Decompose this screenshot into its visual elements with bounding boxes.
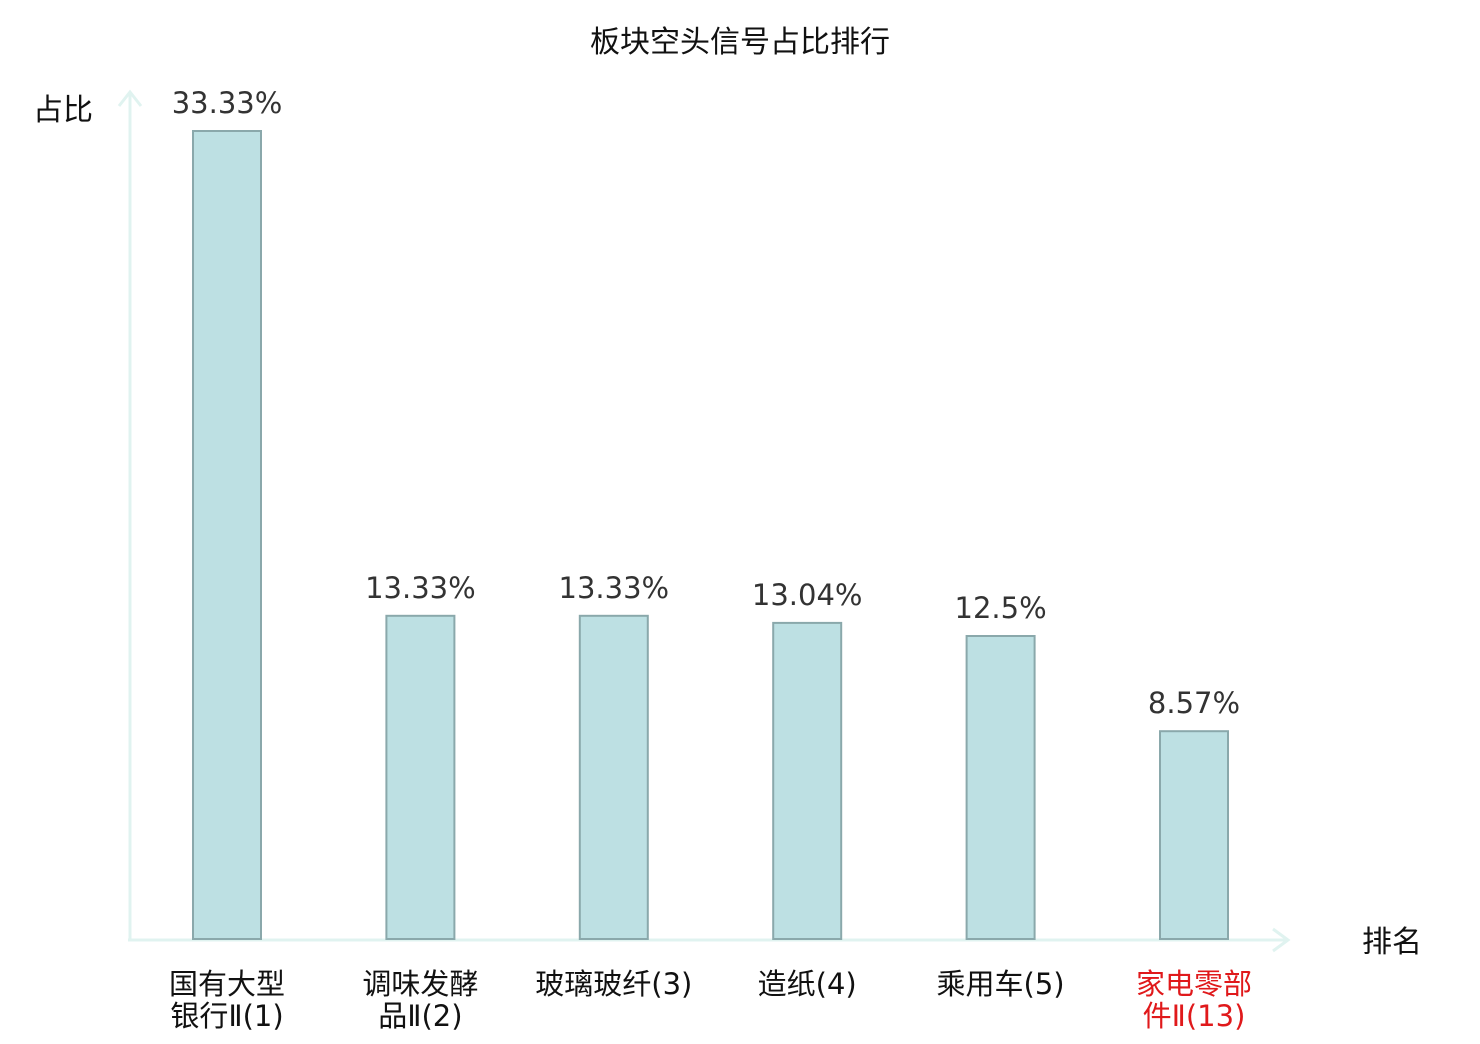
bars-group bbox=[192, 130, 1229, 941]
axes bbox=[117, 89, 1291, 953]
x-axis-label: 排名 bbox=[1362, 925, 1422, 960]
category-label-6-line-1: 家电零部 bbox=[1136, 967, 1252, 1001]
bar-5 bbox=[965, 635, 1036, 940]
value-label-1: 33.33% bbox=[172, 86, 283, 120]
category-label-3: 玻璃玻纤(3) bbox=[535, 967, 692, 1001]
value-label-4: 13.04% bbox=[752, 578, 863, 612]
category-label-2-line-2: 品Ⅱ(2) bbox=[378, 999, 462, 1033]
category-label-1-line-2: 银行Ⅱ(1) bbox=[170, 999, 283, 1033]
y-axis-label: 占比 bbox=[33, 93, 93, 128]
value-label-5: 12.5% bbox=[955, 591, 1047, 625]
value-label-6: 8.57% bbox=[1148, 686, 1240, 720]
value-label-2: 13.33% bbox=[365, 571, 476, 605]
category-label-2-line-1: 调味发酵 bbox=[362, 967, 478, 1001]
bar-2 bbox=[385, 614, 456, 940]
chart-title: 板块空头信号占比排行 bbox=[590, 25, 890, 60]
category-label-4: 造纸(4) bbox=[758, 967, 857, 1001]
category-label-1-line-1: 国有大型 bbox=[169, 967, 285, 1001]
category-label-5: 乘用车(5) bbox=[937, 967, 1065, 1001]
x-axis-arrow bbox=[1272, 927, 1291, 953]
category-label-6-line-2: 件Ⅱ(13) bbox=[1143, 999, 1246, 1033]
bar-4 bbox=[772, 621, 843, 941]
value-label-3: 13.33% bbox=[559, 571, 670, 605]
bar-3 bbox=[578, 614, 649, 940]
bar-1 bbox=[192, 130, 262, 940]
bar-6 bbox=[1159, 730, 1229, 941]
y-axis-arrow bbox=[117, 89, 143, 107]
value-labels-group: 33.33% 13.33% 13.33% 13.04% 12.5% 8.57% bbox=[172, 86, 1240, 720]
